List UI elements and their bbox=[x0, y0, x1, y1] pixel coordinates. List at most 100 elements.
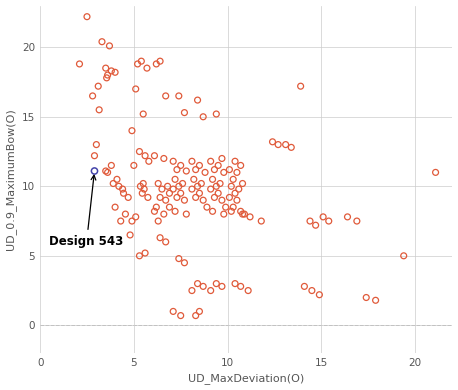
Point bbox=[162, 197, 169, 203]
Point bbox=[218, 283, 226, 289]
Point bbox=[164, 183, 171, 190]
Point bbox=[93, 142, 100, 148]
Point bbox=[169, 186, 177, 192]
Point bbox=[207, 158, 214, 165]
Point bbox=[274, 142, 282, 148]
Point bbox=[140, 181, 147, 187]
Point bbox=[241, 211, 248, 217]
Point bbox=[196, 308, 203, 314]
Point bbox=[143, 65, 151, 71]
Point bbox=[209, 176, 216, 183]
Point bbox=[213, 280, 220, 287]
Point bbox=[353, 218, 360, 224]
Point bbox=[91, 168, 98, 174]
Point bbox=[200, 283, 207, 289]
Point bbox=[231, 158, 239, 165]
Point bbox=[160, 155, 168, 161]
Point bbox=[173, 194, 180, 200]
Point bbox=[153, 61, 160, 67]
Point bbox=[104, 72, 111, 78]
Point bbox=[312, 222, 319, 228]
Point bbox=[269, 139, 276, 145]
Point bbox=[113, 176, 120, 183]
Point bbox=[246, 214, 254, 220]
Point bbox=[141, 186, 148, 192]
Point bbox=[194, 280, 201, 287]
Point bbox=[177, 312, 185, 319]
Point bbox=[207, 186, 214, 192]
Point bbox=[157, 194, 164, 200]
Point bbox=[142, 250, 149, 256]
Point bbox=[181, 260, 188, 266]
Point bbox=[228, 183, 235, 190]
Text: Design 543: Design 543 bbox=[49, 175, 124, 248]
Point bbox=[157, 58, 164, 64]
Point bbox=[122, 211, 129, 217]
Point bbox=[237, 283, 244, 289]
Point bbox=[325, 218, 333, 224]
Point bbox=[203, 204, 211, 210]
Point bbox=[154, 218, 162, 224]
Point bbox=[196, 162, 203, 168]
Point bbox=[89, 93, 96, 99]
Point bbox=[245, 287, 252, 294]
Point bbox=[154, 181, 162, 187]
Point bbox=[162, 93, 169, 99]
Point bbox=[432, 169, 439, 176]
Point bbox=[226, 167, 233, 173]
Point bbox=[194, 183, 201, 190]
Point bbox=[158, 186, 166, 192]
Point bbox=[192, 312, 199, 319]
Point bbox=[162, 239, 169, 245]
Point bbox=[134, 61, 141, 67]
Point bbox=[231, 190, 239, 196]
Point bbox=[316, 292, 323, 298]
Point bbox=[213, 111, 220, 117]
Point bbox=[228, 208, 235, 215]
Point bbox=[140, 111, 147, 117]
Point bbox=[200, 113, 207, 120]
Point bbox=[211, 167, 218, 173]
Point bbox=[231, 280, 239, 287]
Point bbox=[136, 149, 143, 155]
Point bbox=[196, 190, 203, 196]
Y-axis label: UD_0.9_MaximumBow(O): UD_0.9_MaximumBow(O) bbox=[5, 108, 16, 250]
Point bbox=[132, 214, 139, 220]
Point bbox=[76, 61, 83, 67]
Point bbox=[239, 211, 246, 217]
Point bbox=[94, 83, 102, 89]
Point bbox=[344, 214, 351, 220]
Point bbox=[288, 144, 295, 151]
Point bbox=[282, 142, 289, 148]
Point bbox=[96, 107, 103, 113]
Point bbox=[104, 169, 111, 176]
Point bbox=[177, 162, 185, 168]
Point bbox=[235, 186, 242, 192]
Point bbox=[179, 181, 186, 187]
Point bbox=[109, 181, 117, 187]
Point bbox=[308, 287, 316, 294]
Point bbox=[237, 208, 244, 215]
Point bbox=[192, 194, 199, 200]
Point bbox=[126, 232, 134, 238]
Point bbox=[169, 158, 177, 165]
Point bbox=[306, 218, 314, 224]
Point bbox=[216, 181, 224, 187]
Point bbox=[166, 204, 173, 210]
Point bbox=[102, 65, 109, 71]
Point bbox=[233, 197, 240, 203]
Point bbox=[188, 158, 196, 165]
Point bbox=[106, 43, 113, 49]
Point bbox=[237, 162, 244, 168]
Point bbox=[190, 176, 197, 183]
Point bbox=[120, 190, 127, 196]
Point bbox=[111, 204, 119, 210]
Point bbox=[157, 235, 164, 241]
Point bbox=[151, 152, 158, 159]
Point bbox=[139, 190, 146, 196]
Point bbox=[220, 211, 228, 217]
Point bbox=[200, 197, 207, 203]
Point bbox=[103, 75, 110, 81]
Point bbox=[214, 190, 222, 196]
Point bbox=[108, 68, 115, 74]
